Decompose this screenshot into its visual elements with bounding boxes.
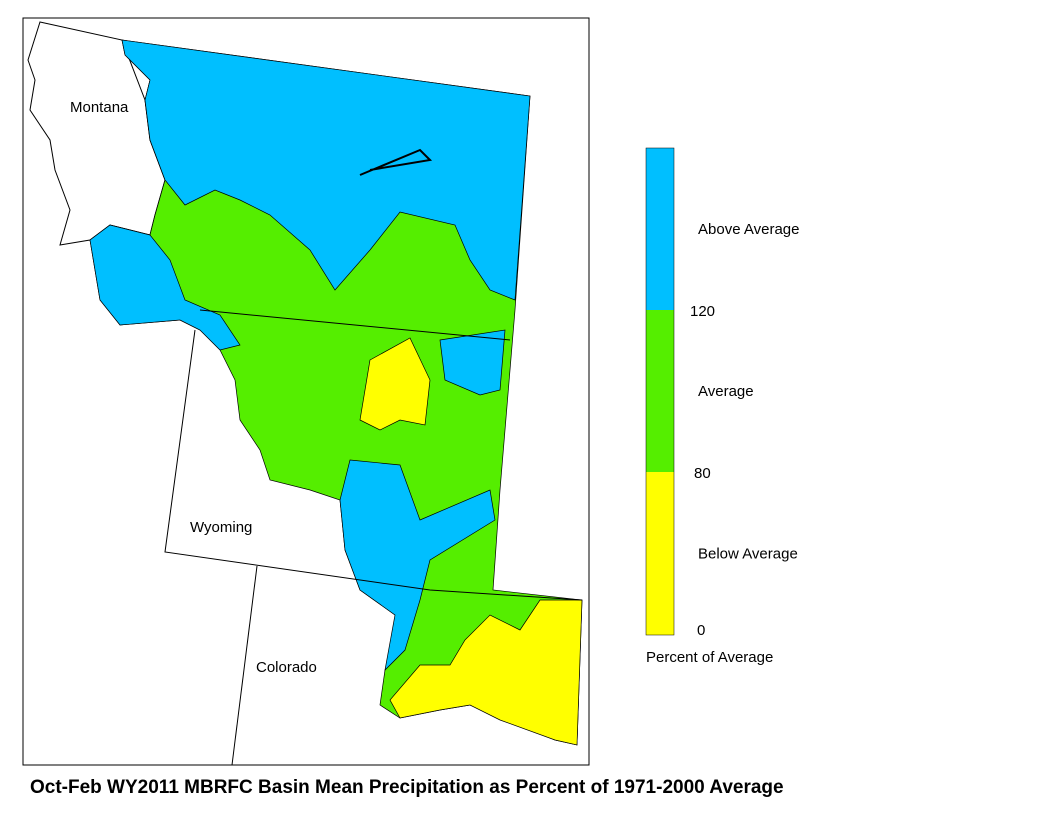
reservoir xyxy=(359,148,433,176)
legend-label: Above Average xyxy=(698,221,799,238)
basin-below xyxy=(359,337,431,431)
legend-tick: 0 xyxy=(697,622,705,639)
state-label: Colorado xyxy=(256,659,317,676)
basin-above xyxy=(121,39,531,301)
legend-title: Percent of Average xyxy=(646,649,773,666)
legend-swatch xyxy=(646,148,674,310)
basin-above xyxy=(89,224,241,351)
basin-above xyxy=(339,459,496,672)
map-title: Oct-Feb WY2011 MBRFC Basin Mean Precipit… xyxy=(30,777,784,798)
legend-swatch xyxy=(646,472,674,635)
basin-below xyxy=(389,599,583,746)
legend-tick: 120 xyxy=(690,303,715,320)
legend-border xyxy=(645,147,675,636)
legend-swatch xyxy=(646,310,674,472)
wyoming-border xyxy=(164,329,583,601)
legend-tick: 80 xyxy=(694,465,711,482)
montana-wyoming-border xyxy=(199,309,511,341)
colorado-border xyxy=(231,565,258,766)
basin-above xyxy=(439,329,506,396)
state-label: Montana xyxy=(70,99,129,116)
legend: Above Average Average Below Average 120 80 0 P… xyxy=(645,147,799,666)
legend-label: Average xyxy=(698,383,754,400)
legend-label: Below Average xyxy=(698,546,798,563)
state-label: Wyoming xyxy=(190,519,252,536)
